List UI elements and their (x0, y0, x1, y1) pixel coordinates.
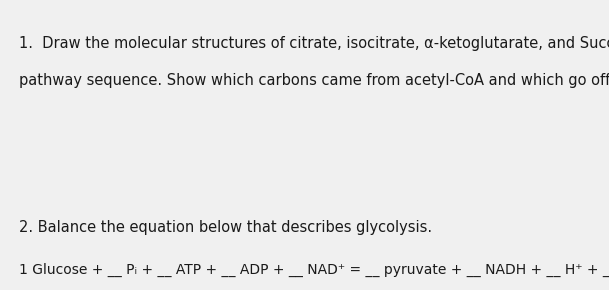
Text: 2. Balance the equation below that describes glycolysis.: 2. Balance the equation below that descr… (19, 220, 432, 235)
Text: 1 Glucose + __ Pᵢ + __ ATP + __ ADP + __ NAD⁺ = __ pyruvate + __ NADH + __ H⁺ + : 1 Glucose + __ Pᵢ + __ ATP + __ ADP + __… (19, 263, 609, 277)
Text: 1.  Draw the molecular structures of citrate, isocitrate, α-ketoglutarate, and S: 1. Draw the molecular structures of citr… (19, 36, 609, 51)
Text: pathway sequence. Show which carbons came from acetyl-CoA and which go off as CO: pathway sequence. Show which carbons cam… (19, 73, 609, 88)
